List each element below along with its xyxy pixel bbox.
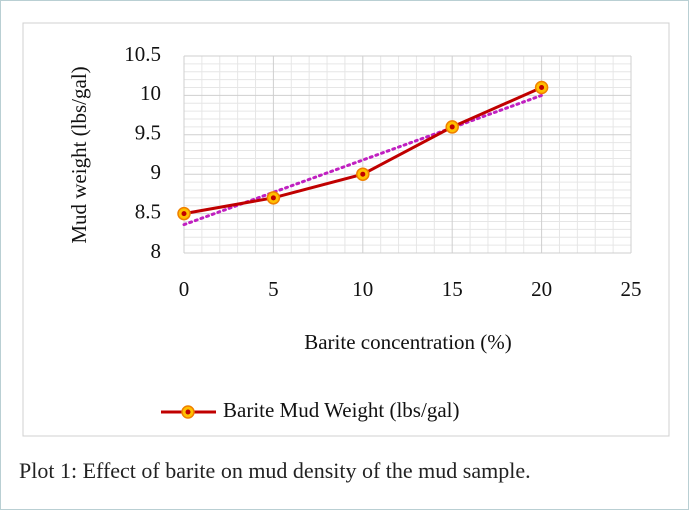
marker-center xyxy=(449,124,455,130)
x-axis-title: Barite concentration (%) xyxy=(304,330,512,354)
marker-center xyxy=(360,171,366,177)
y-tick-label: 8 xyxy=(151,239,162,263)
y-tick-label: 10 xyxy=(140,81,161,105)
x-tick-label: 0 xyxy=(179,277,190,301)
x-tick-label: 15 xyxy=(442,277,463,301)
marker-center xyxy=(539,85,545,91)
y-tick-label: 8.5 xyxy=(135,199,161,223)
x-tick-label: 25 xyxy=(621,277,642,301)
chart: Mud weight (lbs/gal) Barite concentratio… xyxy=(22,22,670,437)
x-tick-label: 10 xyxy=(352,277,373,301)
marker-center xyxy=(181,211,187,217)
y-tick-label: 9 xyxy=(151,160,162,184)
legend-marker-center xyxy=(185,409,191,415)
caption: Plot 1: Effect of barite on mud density … xyxy=(19,458,531,483)
x-tick-label: 5 xyxy=(268,277,279,301)
x-tick-label: 20 xyxy=(531,277,552,301)
y-tick-label: 10.5 xyxy=(124,42,161,66)
y-axis-title: Mud weight (lbs/gal) xyxy=(67,66,91,243)
marker-center xyxy=(270,195,276,201)
legend-label: Barite Mud Weight (lbs/gal) xyxy=(223,398,459,422)
y-tick-label: 9.5 xyxy=(135,121,161,145)
